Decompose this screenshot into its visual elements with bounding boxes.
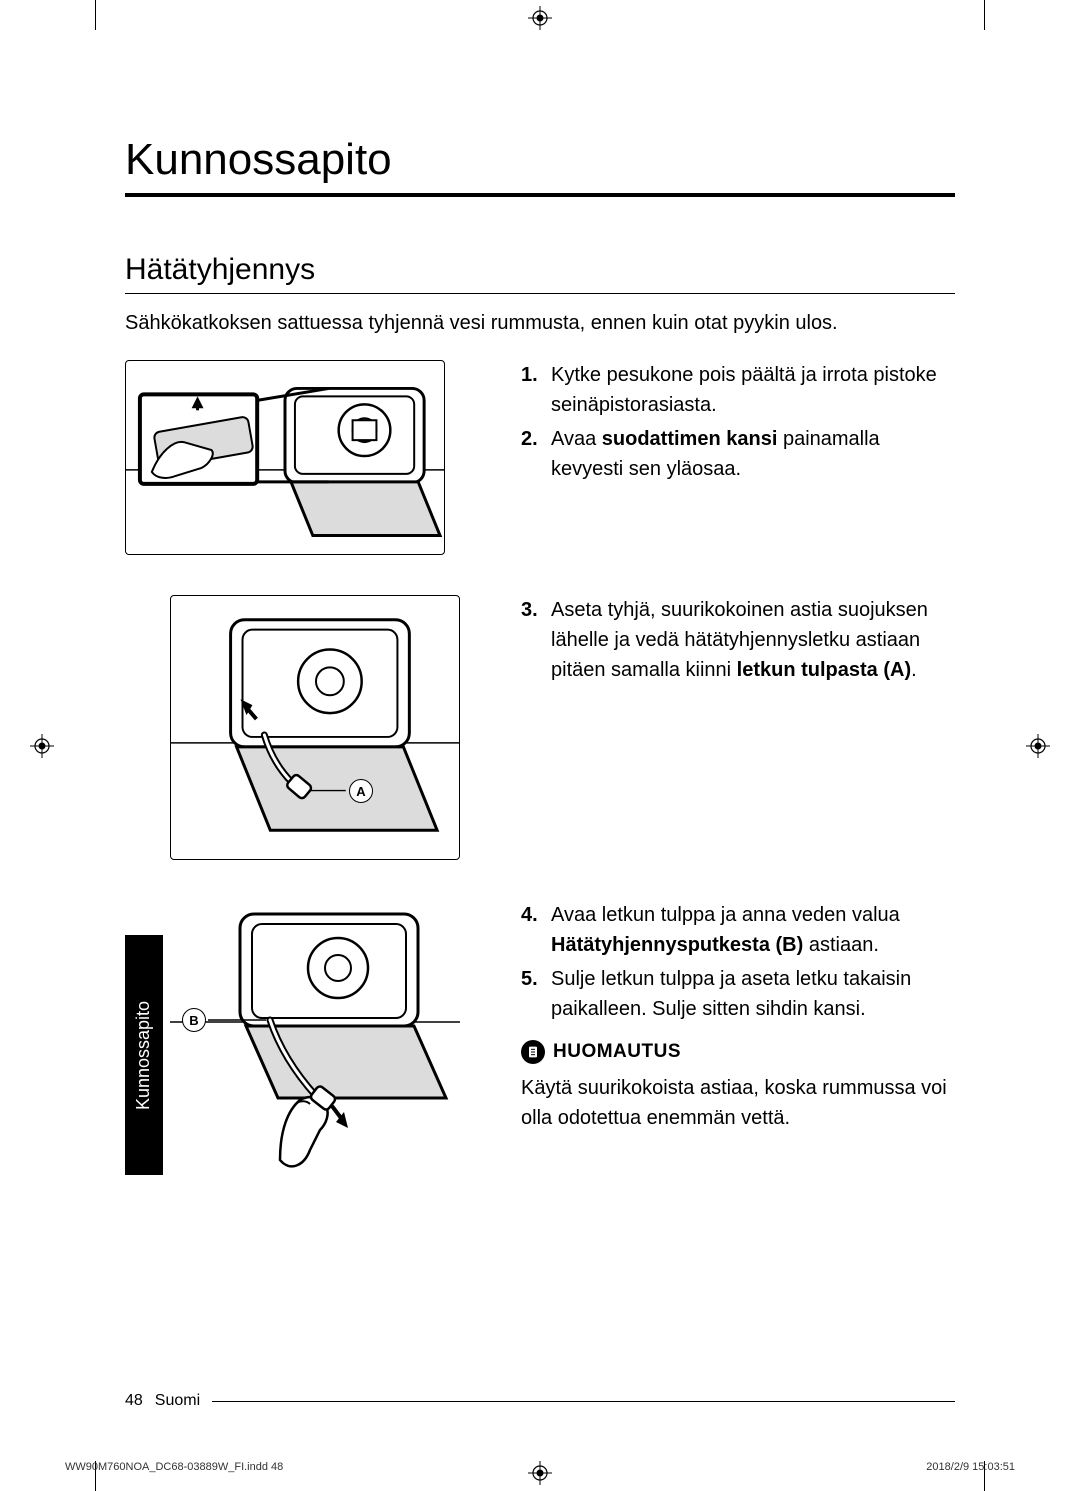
page-number: 48	[125, 1392, 143, 1410]
steps-1-2: Kytke pesukone pois päältä ja irrota pis…	[521, 360, 955, 488]
instruction-row-2: A Aseta tyhjä, suurikokoinen astia suoju…	[125, 595, 955, 860]
page-content: Kunnossapito Hätätyhjennys Sähkökatkokse…	[95, 45, 985, 1446]
crop-mark	[984, 0, 985, 30]
print-time: 2018/2/9 15:03:51	[926, 1461, 1015, 1473]
registration-mark-icon	[1026, 734, 1050, 758]
crop-mark	[95, 0, 96, 30]
emphasized-term: letkun tulpasta (A)	[737, 659, 911, 681]
drain-hose-illustration-b	[170, 900, 460, 1185]
section-title: Hätätyhjennys	[125, 253, 955, 294]
page-footer: 48 Suomi	[125, 1392, 955, 1410]
callout-label-a: A	[349, 779, 373, 803]
print-metadata: WW90M760NOA_DC68-03889W_FI.indd 48 2018/…	[65, 1461, 1015, 1473]
footer-rule	[212, 1401, 955, 1402]
callout-label-b: B	[182, 1008, 206, 1032]
registration-mark-icon	[528, 6, 552, 30]
figure-2: A	[125, 595, 485, 860]
instruction-row-3: B Avaa letkun tulppa ja anna veden valua…	[125, 900, 955, 1185]
figure-3: B	[125, 900, 485, 1185]
note-body: Käytä suurikokoista astiaa, koska rummus…	[521, 1073, 955, 1133]
note-label: HUOMAUTUS	[553, 1038, 681, 1067]
registration-mark-icon	[30, 734, 54, 758]
print-file: WW90M760NOA_DC68-03889W_FI.indd 48	[65, 1461, 283, 1473]
instruction-step: Kytke pesukone pois päältä ja irrota pis…	[521, 360, 955, 420]
intro-text: Sähkökatkoksen sattuessa tyhjennä vesi r…	[125, 308, 955, 338]
emphasized-term: Hätätyhjennysputkesta (B)	[551, 934, 803, 956]
instruction-row-1: Kytke pesukone pois päältä ja irrota pis…	[125, 360, 955, 555]
instruction-step: Sulje letkun tulppa ja aseta letku takai…	[521, 964, 955, 1024]
emphasized-term: suodattimen kansi	[602, 428, 778, 450]
drain-hose-illustration-a	[171, 595, 459, 860]
page-title: Kunnossapito	[125, 135, 955, 197]
side-tab-label: Kunnossapito	[134, 1000, 155, 1109]
instruction-step: Avaa suodattimen kansi painamalla kevyes…	[521, 424, 955, 484]
steps-4-5-and-note: Avaa letkun tulppa ja anna veden valua H…	[521, 900, 955, 1133]
side-tab: Kunnossapito	[125, 935, 163, 1175]
page-language: Suomi	[155, 1392, 200, 1410]
filter-cover-illustration	[126, 360, 444, 555]
instruction-step: Aseta tyhjä, suurikokoinen astia suojuks…	[521, 595, 955, 685]
note-icon	[521, 1040, 545, 1064]
note-heading: HUOMAUTUS	[521, 1038, 955, 1067]
instruction-step: Avaa letkun tulppa ja anna veden valua H…	[521, 900, 955, 960]
step-3: Aseta tyhjä, suurikokoinen astia suojuks…	[521, 595, 955, 689]
figure-1	[125, 360, 485, 555]
